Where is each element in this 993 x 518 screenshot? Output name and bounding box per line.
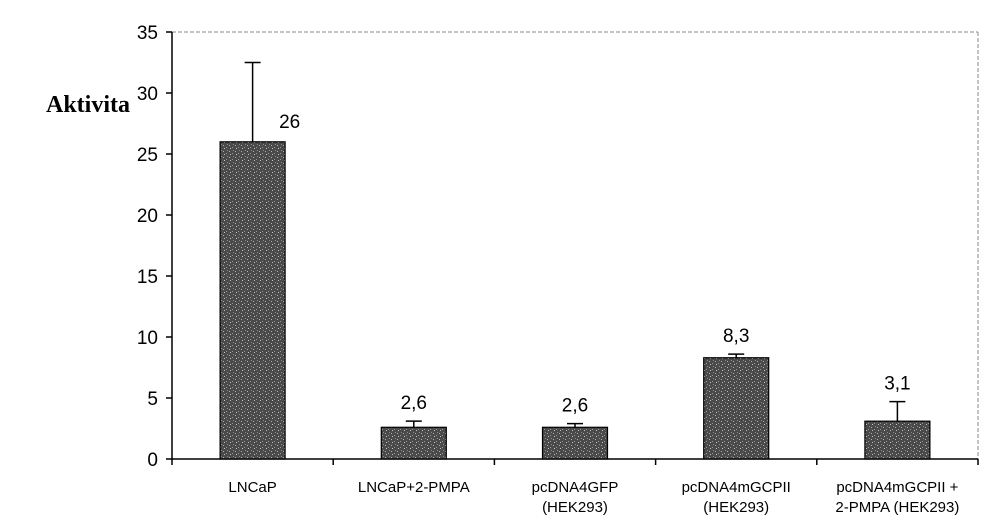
- y-tick-label-7: 35: [137, 23, 158, 44]
- y-tick-label-0: 0: [147, 450, 158, 471]
- data-label-3: 8,3: [723, 326, 749, 347]
- bar-2: [541, 426, 609, 460]
- bar-1: [380, 426, 447, 460]
- bar-4: [864, 420, 931, 460]
- x-tick-label-2-1: (HEK293): [542, 499, 608, 516]
- x-tick-label-4-0: pcDNA4mGCPII +: [836, 479, 958, 496]
- y-tick-label-3: 15: [137, 267, 158, 288]
- data-label-4: 3,1: [884, 374, 910, 395]
- y-axis-label: Aktivita: [46, 92, 130, 118]
- data-label-0: 26: [279, 112, 300, 133]
- bar-3: [703, 357, 770, 460]
- x-tick-label-3-0: pcDNA4mGCPII: [682, 479, 791, 496]
- plot-area: 0 5 10 15 20 25 30 35 26 LNCaP 2,6 LNCaP+2-PMPA 2,6 p…: [137, 23, 979, 516]
- x-tick-label-4-1: 2-PMPA (HEK293): [835, 499, 959, 516]
- x-tick-label-2-0: pcDNA4GFP: [532, 479, 619, 496]
- bar-0: [219, 141, 286, 460]
- x-tick-label-3-1: (HEK293): [703, 499, 769, 516]
- y-tick-label-4: 20: [137, 206, 158, 227]
- x-tick-label-0-0: LNCaP: [228, 479, 276, 496]
- data-label-1: 2,6: [401, 393, 427, 414]
- y-tick-label-5: 25: [137, 145, 158, 166]
- data-label-2: 2,6: [562, 396, 588, 417]
- y-tick-label-6: 30: [137, 84, 158, 105]
- y-tick-label-2: 10: [137, 328, 158, 349]
- x-tick-label-1-0: LNCaP+2-PMPA: [358, 479, 470, 496]
- y-tick-label-1: 5: [147, 389, 158, 410]
